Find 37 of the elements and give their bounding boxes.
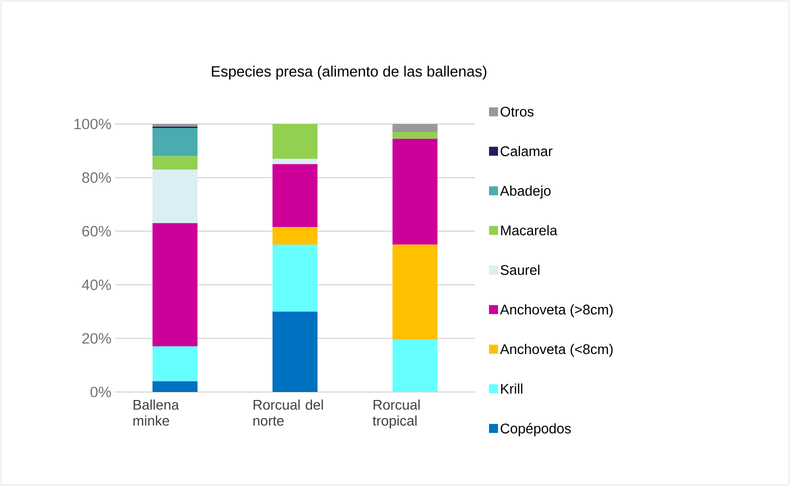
bar (152, 170, 198, 224)
legend-label: Anchoveta (<8cm) (500, 344, 613, 357)
y-tick-label: 40% (82, 279, 111, 290)
bar (392, 138, 438, 245)
bar (392, 124, 438, 132)
bar (272, 164, 318, 228)
y-tick-label: 60% (82, 226, 111, 236)
x-tick-label: Rorcual del norte (253, 400, 323, 426)
bar (272, 227, 318, 245)
legend-label: Calamar (500, 146, 552, 156)
y-tick-label: 0% (90, 386, 111, 398)
bar (272, 158, 318, 164)
bar (152, 346, 198, 382)
bar (152, 156, 198, 170)
bar (272, 124, 318, 159)
legend-label: Abadejo (500, 186, 551, 199)
bar (272, 244, 318, 312)
bar (152, 128, 198, 156)
bar (152, 381, 198, 392)
legend-label: Macarela (501, 225, 558, 236)
chart-title: Especies presa (alimento de las ballenas) (212, 66, 486, 80)
bar (152, 124, 198, 127)
legend-label: Krill (501, 383, 522, 394)
bar (392, 244, 438, 340)
bar (152, 223, 198, 346)
legend-label: Anchoveta (>8cm) (500, 304, 613, 318)
x-tick-label: Ballena minke (133, 400, 180, 426)
bar (272, 312, 318, 392)
bar (392, 132, 438, 139)
legend-label: Otros (500, 106, 534, 117)
y-tick-label: 80% (82, 172, 111, 183)
y-tick-label: 20% (82, 333, 111, 344)
legend-label: Saurel (500, 264, 540, 275)
x-tick-label: Rorcual tropical (372, 400, 420, 428)
legend-label: Copépodos (500, 423, 571, 436)
bar (392, 340, 438, 392)
y-tick-label: 100% (74, 118, 111, 130)
